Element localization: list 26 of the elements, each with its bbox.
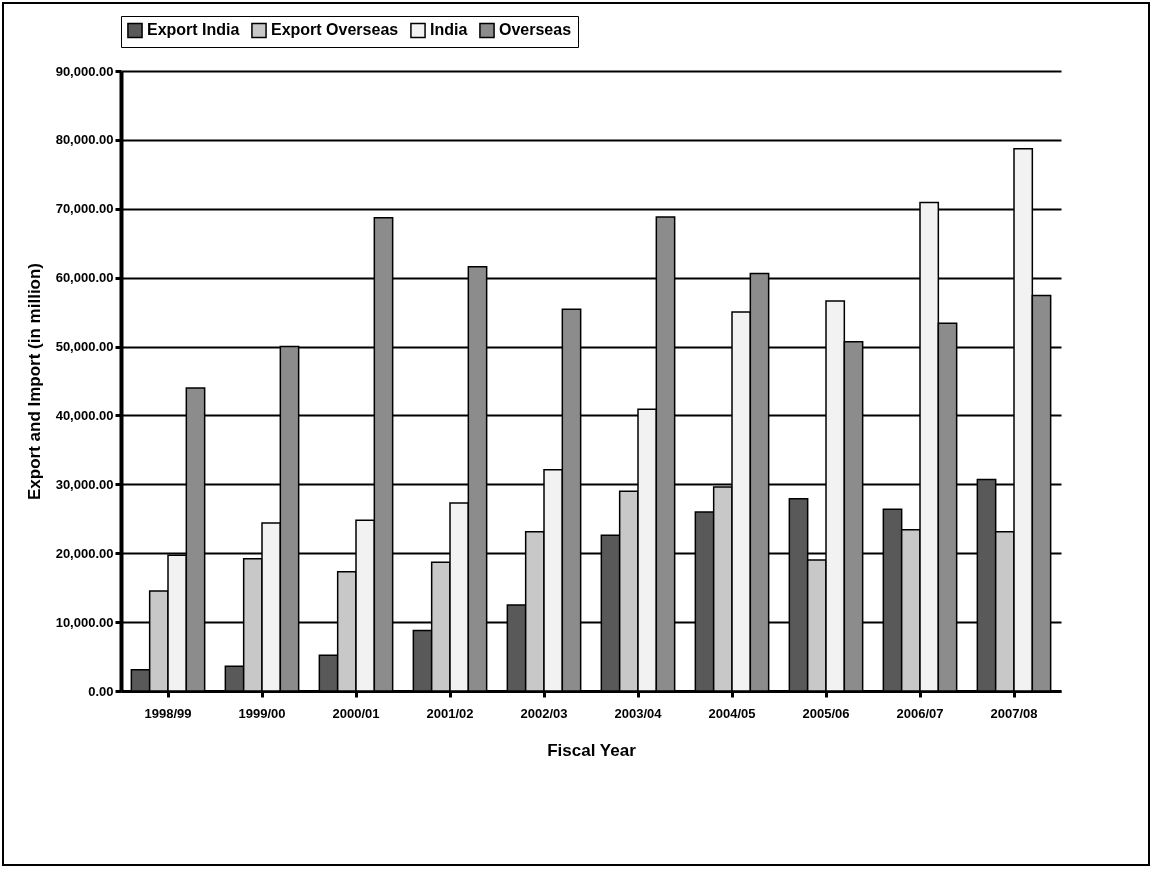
y-tick-label: 70,000.00 <box>55 201 114 217</box>
x-tick-label: 2006/07 <box>896 705 944 721</box>
y-tick-label: 40,000.00 <box>55 407 114 423</box>
y-tick-label: 0.00 <box>88 683 114 699</box>
x-tick-label: 2001/02 <box>426 705 474 721</box>
y-tick-label: 10,000.00 <box>55 614 114 630</box>
legend-label: Overseas <box>499 21 572 39</box>
x-axis-title: Fiscal Year <box>547 740 637 760</box>
legend-label: India <box>430 21 468 39</box>
y-tick-label: 90,000.00 <box>55 63 114 79</box>
y-tick-label: 80,000.00 <box>55 132 114 148</box>
y-tick-label: 50,000.00 <box>55 339 114 355</box>
y-tick-label: 20,000.00 <box>55 545 114 561</box>
x-tick-label: 2004/05 <box>708 705 756 721</box>
x-tick-label: 2002/03 <box>520 705 568 721</box>
x-tick-label: 2005/06 <box>802 705 850 721</box>
x-tick-label: 1998/99 <box>144 705 192 721</box>
legend-label: Export India <box>147 21 240 39</box>
y-tick-label: 60,000.00 <box>55 270 114 286</box>
x-tick-label: 1999/00 <box>238 705 286 721</box>
x-tick-label: 2003/04 <box>614 705 663 721</box>
x-tick-label: 2007/08 <box>990 705 1038 721</box>
legend-label: Export Overseas <box>271 21 399 39</box>
y-axis-title: Export and Import (in million) <box>24 262 44 501</box>
x-tick-label: 2000/01 <box>332 705 380 721</box>
y-tick-label: 30,000.00 <box>55 476 114 492</box>
